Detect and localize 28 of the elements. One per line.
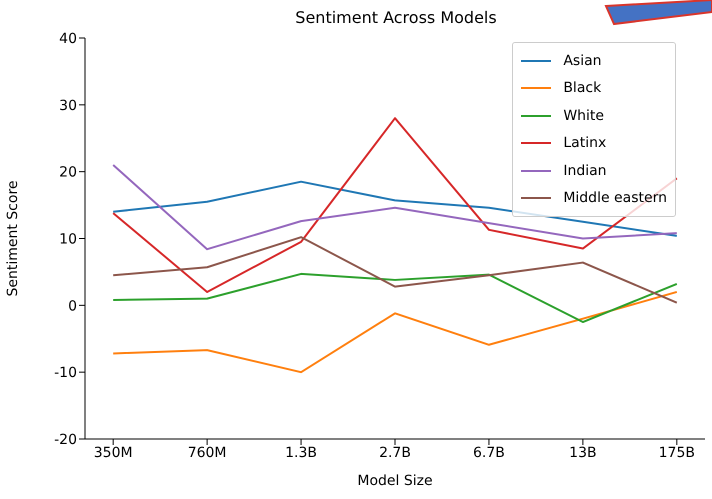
x-tick-label: 350M [94,444,133,461]
x-tick-label: 2.7B [379,444,411,461]
y-tick-label: -20 [54,432,77,448]
line-series [112,236,678,304]
y-tick-label: 0 [68,298,77,314]
y-axis-title: Sentiment Score [4,180,21,297]
legend-label: Black [563,80,602,96]
line-series [112,272,678,324]
y-tick-label: 10 [59,231,77,248]
x-axis-title: Model Size [357,473,433,489]
line-series [112,290,678,374]
y-tick-label: -10 [54,365,77,382]
legend-label: Asian [563,52,602,69]
x-tick-label: 13B [569,444,597,461]
legend-label: Indian [563,162,607,179]
x-tick-label: 760M [188,444,227,461]
y-tick-label: 40 [59,30,77,47]
chart-title: Sentiment Across Models [294,8,498,27]
y-tick-label: 30 [59,98,77,114]
x-tick-label: 1.3B [285,444,317,461]
legend-label: Latinx [563,135,606,152]
legend-label: Middle eastern [563,190,667,206]
legend-label: White [563,108,604,124]
line-series [112,180,678,237]
y-tick-label: 20 [59,164,77,181]
x-tick-label: 175B [658,444,695,461]
x-tick-label: 6.7B [473,444,505,461]
line-series [112,164,678,250]
